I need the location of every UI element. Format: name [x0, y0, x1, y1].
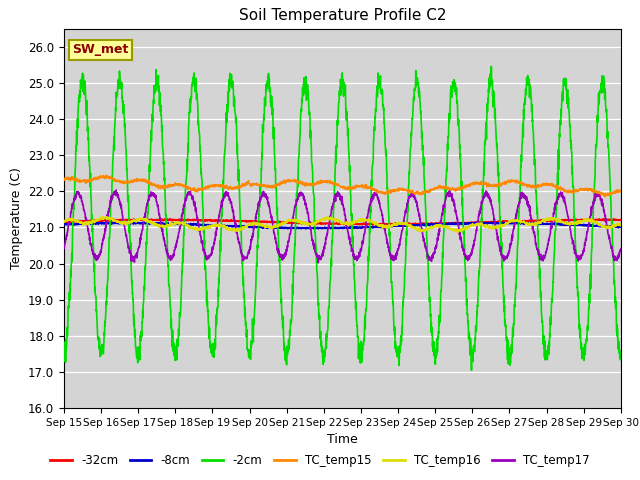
- Text: SW_met: SW_met: [72, 44, 129, 57]
- X-axis label: Time: Time: [327, 433, 358, 446]
- Legend: -32cm, -8cm, -2cm, TC_temp15, TC_temp16, TC_temp17: -32cm, -8cm, -2cm, TC_temp15, TC_temp16,…: [45, 449, 595, 472]
- Title: Soil Temperature Profile C2: Soil Temperature Profile C2: [239, 9, 446, 24]
- Y-axis label: Temperature (C): Temperature (C): [10, 168, 22, 269]
